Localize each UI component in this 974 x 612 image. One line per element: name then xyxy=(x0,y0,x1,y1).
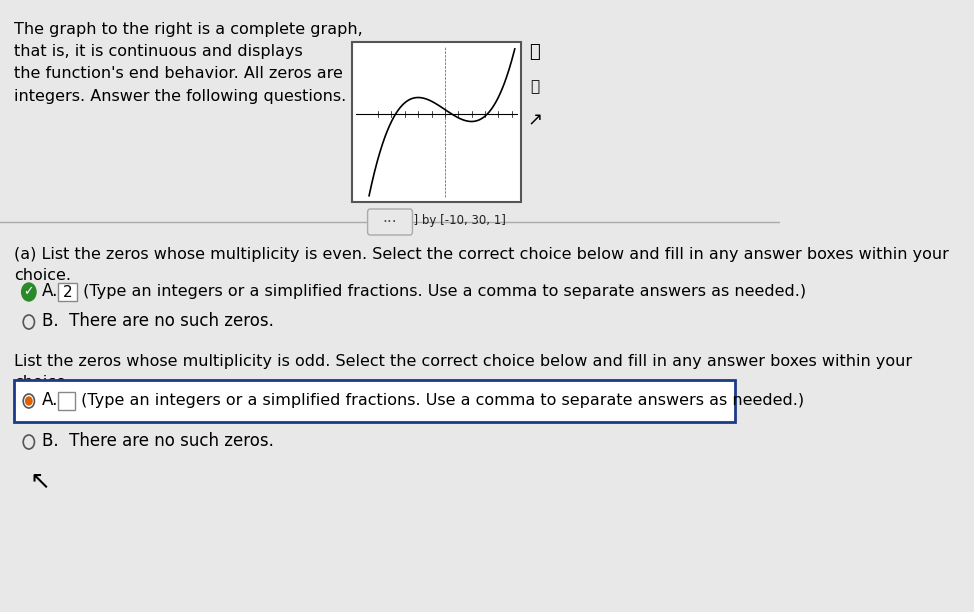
FancyBboxPatch shape xyxy=(57,392,75,410)
Text: (Type an integers or a simplified fractions. Use a comma to separate answers as : (Type an integers or a simplified fracti… xyxy=(76,392,805,408)
Text: (Type an integers or a simplified fractions. Use a comma to separate answers as : (Type an integers or a simplified fracti… xyxy=(78,283,805,299)
Text: ···: ··· xyxy=(383,214,397,230)
Circle shape xyxy=(21,283,36,301)
Text: B.  There are no such zeros.: B. There are no such zeros. xyxy=(42,312,274,330)
Text: ↗: ↗ xyxy=(527,111,543,129)
FancyBboxPatch shape xyxy=(353,42,520,202)
Text: B.  There are no such zeros.: B. There are no such zeros. xyxy=(42,432,274,450)
Text: The graph to the right is a complete graph,
that is, it is continuous and displa: The graph to the right is a complete gra… xyxy=(15,22,363,103)
Circle shape xyxy=(25,397,32,405)
Text: A.: A. xyxy=(42,282,58,300)
Text: [-6, 6, 1] by [-10, 30, 1]: [-6, 6, 1] by [-10, 30, 1] xyxy=(367,214,506,227)
FancyBboxPatch shape xyxy=(57,283,77,301)
Text: (a) List the zeros whose multiplicity is even. Select the correct choice below a: (a) List the zeros whose multiplicity is… xyxy=(15,247,950,283)
Text: 🔍: 🔍 xyxy=(530,43,541,61)
Text: 2: 2 xyxy=(62,285,72,299)
Text: 🔍: 🔍 xyxy=(531,80,540,94)
FancyBboxPatch shape xyxy=(367,209,412,235)
FancyBboxPatch shape xyxy=(15,380,735,422)
Text: A.: A. xyxy=(42,391,58,409)
Text: List the zeros whose multiplicity is odd. Select the correct choice below and fi: List the zeros whose multiplicity is odd… xyxy=(15,354,913,390)
Text: ↖: ↖ xyxy=(29,470,51,494)
Text: ✓: ✓ xyxy=(23,286,34,299)
